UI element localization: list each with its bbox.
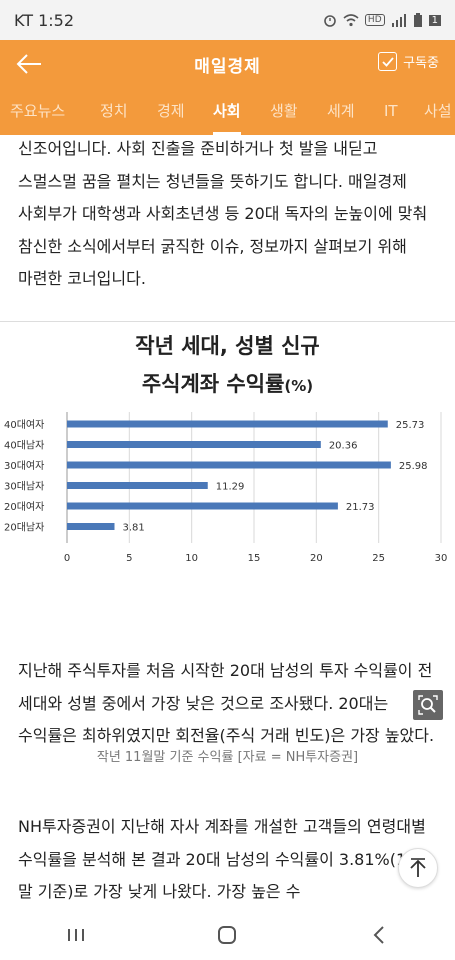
status-time: KT 1:52 [14,10,75,30]
chart-bar [67,523,115,530]
tab-world[interactable]: 세계 [327,102,355,120]
app-bar: 매일경제 구독중 [0,40,455,88]
chart-tick-label: 15 [248,553,261,564]
arrow-up-icon [410,858,426,877]
tab-it[interactable]: IT [384,102,398,120]
bar-chart: 40대여자 25.73 40대남자 20.36 30대여자 25.98 30대남자 11.29… [4,412,448,564]
chart-tick-label: 20 [310,553,323,564]
home-button[interactable] [197,915,257,955]
chart-data-label: 25.73 [396,420,425,431]
article-paragraph-2: 지난해 주식투자를 처음 시작한 20대 남성의 투자 수익률이 전 세대와 성… [18,661,435,745]
back-nav-button[interactable] [349,915,409,955]
chart-unit: (%) [284,377,314,395]
chart-tick-label: 10 [185,553,198,564]
alarm-icon [324,15,336,27]
chart-data-label: 20.36 [329,441,358,452]
chart-data-label: 25.98 [399,461,428,472]
recent-apps-button[interactable] [46,915,106,955]
chart-category-label: 30대여자 [4,460,44,472]
status-bar: KT 1:52 HD 1 [0,0,455,40]
chart-bar [67,461,391,469]
article-paragraph-3: NH투자증권이 지난해 자사 계좌를 개설한 고객들의 연령대별 수익률을 분석… [18,817,432,901]
hd-badge: HD [364,14,385,26]
chart-data-label: 21.73 [346,502,375,513]
system-nav-bar [0,910,455,960]
chart-category-label: 20대남자 [4,522,44,534]
tab-economy[interactable]: 경제 [157,102,185,120]
chart-tick-label: 30 [435,553,448,564]
chart-category-label: 40대여자 [4,419,44,431]
tab-life[interactable]: 생활 [270,102,298,120]
figure-caption: 작년 11월말 기준 수익률 [자료 = NH투자증권] [96,750,359,765]
chart-data-label: 3.81 [122,523,144,534]
status-icons: HD 1 [323,13,441,27]
divider [0,321,455,322]
article-figure: 작년 세대, 성별 신규 주식계좌 수익률(%) 40대여자 25.73 40대남자… [0,330,455,765]
recent-apps-icon [67,929,84,941]
chart-subtitle: 주식계좌 수익률(%) [0,368,455,398]
zoom-icon [418,695,438,715]
chart-bar [67,441,321,448]
zoom-button[interactable] [413,690,443,720]
chart-category-label: 30대남자 [4,481,44,493]
notification-count: 1 [428,14,441,26]
chart-tick-label: 25 [372,553,385,564]
chart-category-label: 20대여자 [4,501,44,513]
chart-data-label: 11.29 [216,482,245,493]
tab-politics[interactable]: 정치 [100,102,128,120]
tab-editorial[interactable]: 사설 [424,102,452,120]
app-title: 매일경제 [194,56,261,77]
wifi-icon [343,13,359,26]
back-button[interactable] [12,48,46,80]
chart-category-label: 40대남자 [4,440,44,452]
subscribe-button[interactable]: 구독중 [378,52,439,71]
subscribe-label: 구독중 [403,56,439,71]
tab-society[interactable]: 사회 [213,88,241,135]
chart-title: 작년 세대, 성별 신규 [135,334,320,358]
chart-bar [67,482,208,489]
chevron-left-icon [373,926,384,944]
battery-icon [413,13,422,27]
tab-main-news[interactable]: 주요뉴스 [10,102,66,120]
chart-subtitle-text: 주식계좌 수익률 [141,372,285,396]
scroll-to-top-button[interactable] [398,848,438,888]
chart-bar [67,502,338,510]
home-icon [218,926,237,944]
article-paragraph-1: 신조어입니다. 사회 진출을 준비하거나 첫 발을 내딛고 스멀스멀 꿈을 펼치… [18,139,428,288]
signal-icon [391,13,406,27]
checkbox-icon [378,52,398,71]
chart-tick-label: 5 [126,553,132,564]
chart-bar [67,420,388,428]
category-tab-bar: 주요뉴스 정치 경제 사회 생활 세계 IT 사설 [0,88,455,135]
chart-tick-label: 0 [64,553,70,564]
arrow-left-icon [16,54,41,74]
